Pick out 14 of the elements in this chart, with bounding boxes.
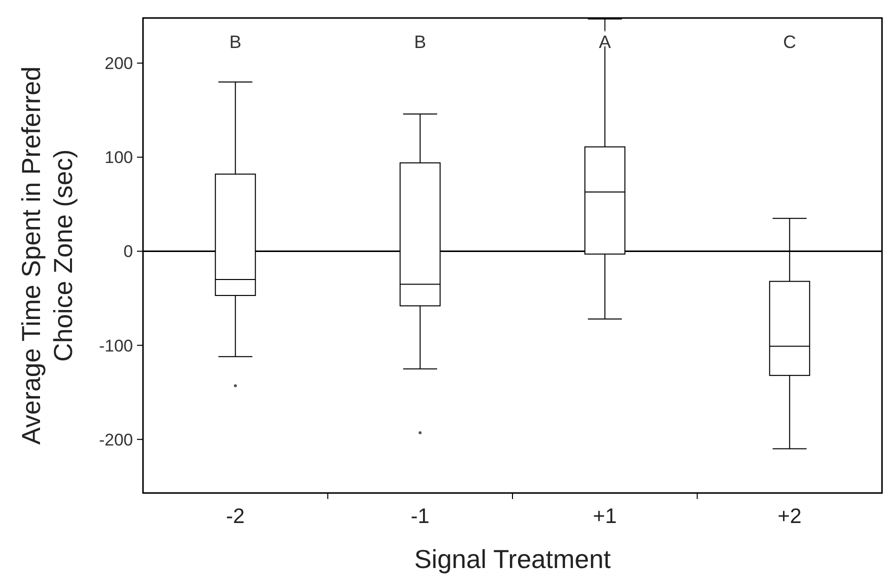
x-axis-title: Signal Treatment (414, 544, 612, 574)
x-tick-label: +2 (778, 505, 802, 528)
annotation: C (783, 32, 796, 52)
y-tick-label: 0 (124, 242, 133, 262)
y-axis-title: Average Time Spent in Preferred Choice Zone (sec) (16, 66, 78, 445)
y-tick-label: -200 (98, 430, 133, 450)
annotation: B (414, 32, 426, 52)
x-tick-label: -2 (226, 505, 245, 528)
y-tick-label: 200 (104, 54, 133, 74)
y-tick-label: 100 (104, 148, 133, 168)
y-tick-label: -100 (98, 336, 133, 356)
x-tick-label: +1 (592, 505, 617, 528)
x-tick-label: -1 (410, 505, 430, 528)
annotation: B (229, 32, 242, 52)
